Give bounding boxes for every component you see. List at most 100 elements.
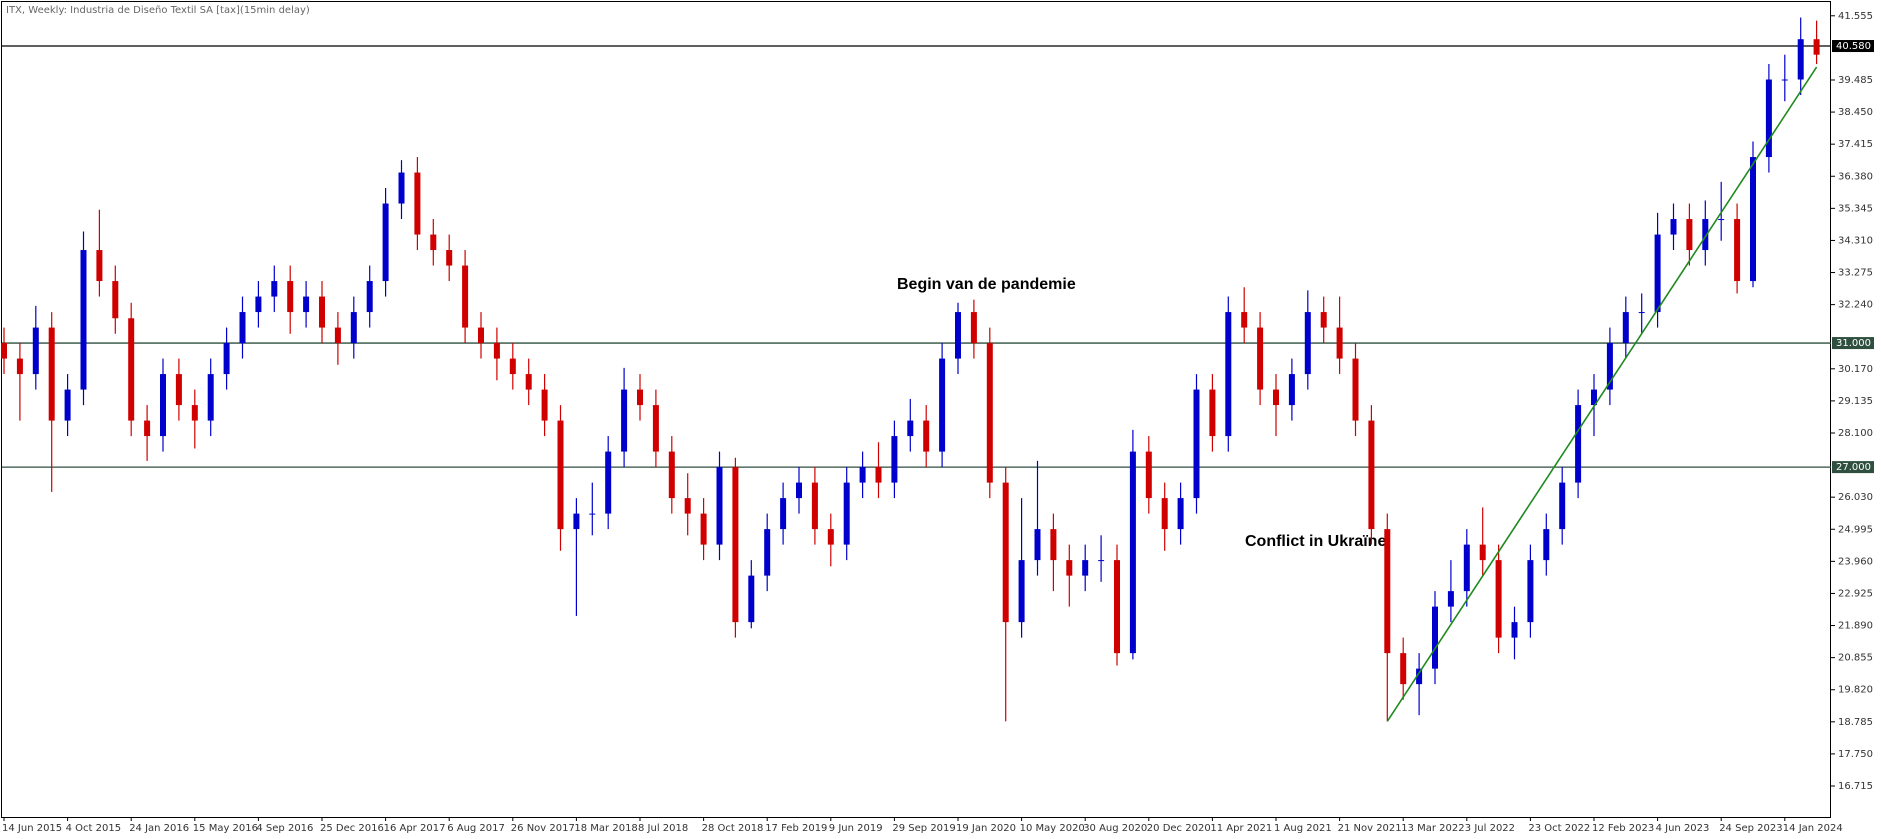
y-tick-label: 16.715 [1838,781,1873,792]
x-tick-label: 17 Feb 2019 [765,823,827,834]
x-tick-label: 23 Oct 2022 [1528,823,1590,834]
y-tick-label: 23.960 [1838,556,1873,567]
candle-body [955,312,961,359]
candle-body [1,343,7,359]
candle-body [287,281,294,313]
y-tick-label: 19.820 [1838,685,1873,696]
x-tick-label: 12 Feb 2023 [1592,823,1654,834]
candle-body [80,250,87,390]
candle-body [1018,560,1025,623]
y-tick-label: 33.275 [1838,268,1873,279]
x-tick-label: 11 Apr 2021 [1210,823,1272,834]
candle-body [493,343,500,359]
candle-body [128,318,135,421]
candle-body [1145,451,1152,499]
candle-body [191,405,198,421]
y-tick-label: 28.100 [1838,428,1873,439]
x-tick-label: 30 Aug 2020 [1083,823,1147,834]
candle-body [1002,482,1009,623]
candle-body [525,374,532,390]
candle-body [1082,560,1089,576]
y-tick-label: 36.380 [1838,171,1873,182]
candle-body [970,312,977,344]
candle-body [430,234,437,251]
level-label-box [1832,40,1874,53]
y-tick-label: 32.240 [1838,300,1873,311]
candle-body [1288,374,1295,406]
x-tick-label: 24 Sep 2023 [1719,823,1782,834]
candle-body [1161,498,1168,530]
candle-body [748,575,755,623]
x-tick-label: 29 Sep 2019 [892,823,955,834]
candle-body [1527,560,1534,623]
x-tick-label: 14 Jun 2015 [2,823,62,834]
y-tick-label: 37.415 [1838,139,1873,150]
level-label: 31.000 [1836,338,1871,349]
y-tick-label: 24.995 [1838,524,1873,535]
x-tick-label: 13 Mar 2022 [1401,823,1464,834]
candle-body [1479,544,1486,561]
trend-line [1386,66,1818,722]
y-tick-label: 22.925 [1838,588,1873,599]
candle-body [1304,312,1311,375]
candle-body [1336,327,1343,359]
y-tick-label: 38.450 [1838,107,1873,118]
candle-body [939,358,946,452]
x-tick-label: 3 Jul 2022 [1465,823,1515,834]
y-tick-label: 39.485 [1838,75,1873,86]
candle-body [1718,219,1725,221]
candle-body [732,467,739,623]
candle-body [1066,560,1073,576]
annotation: Conflict in Ukraïne [1245,533,1386,550]
candle-body [621,389,628,452]
candle-body [1797,39,1804,80]
y-tick-label: 41.555 [1838,11,1873,22]
candle-body [366,281,373,313]
x-tick-label: 6 Aug 2017 [447,823,505,834]
candle-body [1559,482,1566,530]
candle-body [1622,312,1629,344]
candle-body [1098,560,1105,562]
candle-body [700,513,707,545]
candle-body [875,467,882,483]
candle-body [382,203,389,282]
x-tick-label: 4 Jun 2023 [1656,823,1710,834]
x-tick-label: 10 May 2020 [1020,823,1085,834]
candle-body [1734,219,1741,282]
candle-body [1384,529,1391,654]
candle-body [414,172,421,235]
candle-body [1352,358,1359,421]
y-tick-label: 35.345 [1838,203,1873,214]
candle-body [1670,219,1677,235]
candle-body [1511,622,1518,638]
candle-body [1050,529,1057,561]
candle-body [64,389,71,421]
x-tick-label: 4 Oct 2015 [66,823,121,834]
candle-body [1447,591,1454,607]
candle-body [271,281,278,297]
candle-body [478,327,484,344]
y-tick-label: 30.170 [1838,364,1873,375]
candle-body [1177,498,1184,530]
candle-body [175,374,182,406]
candle-body [1209,389,1216,437]
candle-body [319,296,325,328]
candle-body [891,436,898,483]
candle-body [112,281,119,319]
candle-body [48,327,55,421]
candle-body [1416,668,1423,685]
candle-body [1225,312,1232,437]
candle-body [1193,389,1200,499]
candle-body [350,312,357,344]
candle-body [1034,529,1041,561]
candle-body [446,250,453,266]
candle-body [780,498,787,530]
candle-body [334,327,341,344]
level-label: 40.580 [1836,41,1871,52]
candle-body [1686,219,1693,251]
level-label: 27.000 [1836,462,1871,473]
candle-body [462,265,469,328]
x-tick-label: 19 Jan 2020 [956,823,1016,834]
level-label-box [1832,461,1874,474]
candle-body [1241,312,1248,328]
